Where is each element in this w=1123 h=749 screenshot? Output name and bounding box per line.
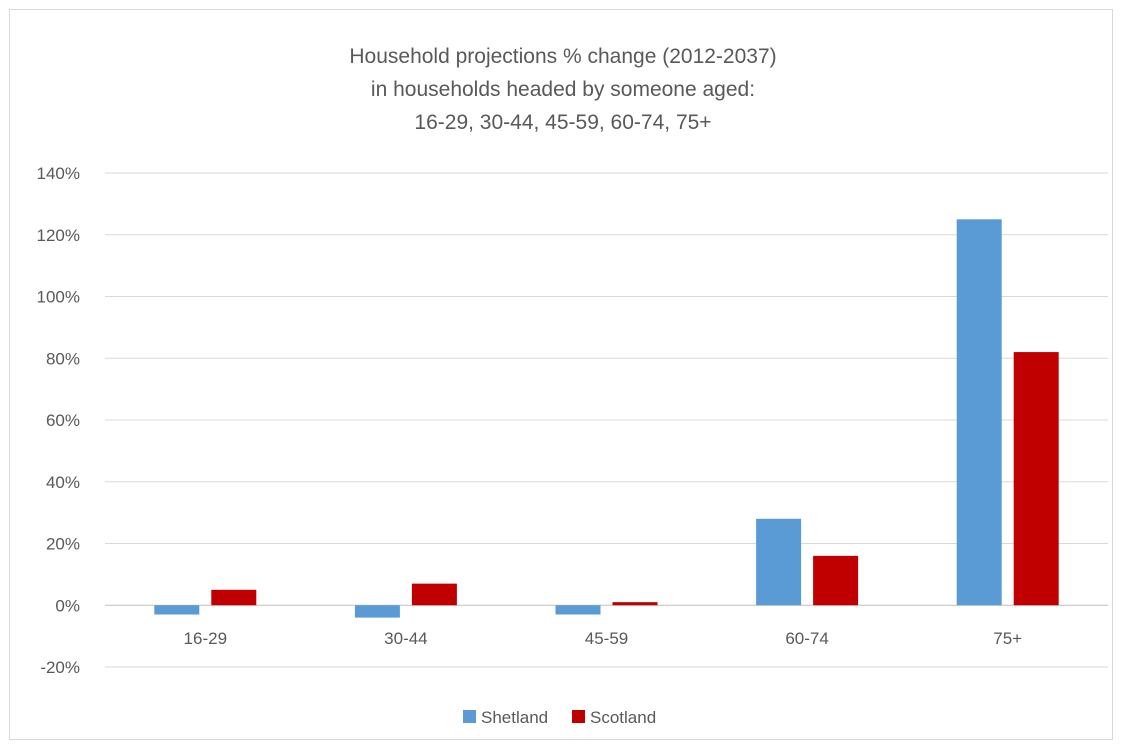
chart-title: Household projections % change (2012-203… [349,45,776,134]
legend: Shetland Scotland [463,708,656,727]
bar-shetland-75+ [956,219,1002,606]
y-tick-label: 100% [37,288,80,307]
y-tick-label: 20% [46,535,80,554]
legend-swatch-shetland [463,710,476,723]
y-tick-label: 120% [37,226,80,245]
bars [154,219,1059,618]
legend-label-shetland: Shetland [481,708,548,727]
y-tick-label: -20% [40,658,80,677]
chart-title-line-2: in households headed by someone aged: [371,78,755,101]
bar-scotland-16-29 [211,589,257,606]
x-tick-label: 60-74 [785,629,828,648]
y-tick-label: 140% [37,164,80,183]
bar-shetland-45-59 [555,605,601,615]
x-tick-label: 45-59 [585,629,628,648]
bar-shetland-60-74 [756,518,802,606]
bar-scotland-45-59 [612,602,658,606]
chart-title-line-1: Household projections % change (2012-203… [349,45,776,68]
x-tick-label: 16-29 [184,629,227,648]
bar-shetland-16-29 [154,605,200,615]
bar-shetland-30-44 [354,605,400,618]
chart-title-line-3: 16-29, 30-44, 45-59, 60-74, 75+ [414,111,711,134]
y-tick-label: 40% [46,473,80,492]
bar-scotland-75+ [1013,352,1059,606]
y-axis-tick-labels: -20% 0% 20% 40% 60% 80% 100% 120% 140% [37,164,80,677]
legend-swatch-scotland [572,710,585,723]
x-axis-tick-labels: 16-29 30-44 45-59 60-74 75+ [184,629,1023,648]
y-tick-label: 80% [46,349,80,368]
bar-scotland-30-44 [411,583,457,606]
legend-label-scotland: Scotland [590,708,656,727]
x-tick-label: 30-44 [384,629,427,648]
gridlines [105,172,1108,668]
y-tick-label: 0% [55,596,80,615]
bar-scotland-60-74 [813,555,859,606]
y-tick-label: 60% [46,411,80,430]
chart-frame [9,9,1113,740]
x-tick-label: 75+ [993,629,1022,648]
